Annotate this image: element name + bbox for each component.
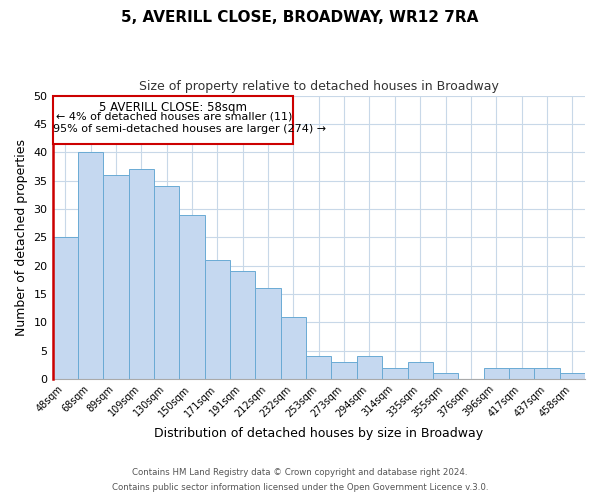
Bar xyxy=(128,169,154,379)
Text: 5, AVERILL CLOSE, BROADWAY, WR12 7RA: 5, AVERILL CLOSE, BROADWAY, WR12 7RA xyxy=(121,10,479,25)
Y-axis label: Number of detached properties: Number of detached properties xyxy=(15,138,28,336)
Text: 95% of semi-detached houses are larger (274) →: 95% of semi-detached houses are larger (… xyxy=(53,124,326,134)
Bar xyxy=(256,288,281,379)
Bar xyxy=(382,368,407,379)
Bar xyxy=(53,237,78,379)
Bar xyxy=(103,175,128,379)
Bar xyxy=(509,368,534,379)
Bar xyxy=(306,356,331,379)
Bar xyxy=(534,368,560,379)
Bar xyxy=(205,260,230,379)
Bar xyxy=(281,316,306,379)
Bar xyxy=(484,368,509,379)
Bar xyxy=(433,373,458,379)
Bar xyxy=(179,214,205,379)
Bar xyxy=(78,152,103,379)
Bar xyxy=(331,362,357,379)
Text: Contains HM Land Registry data © Crown copyright and database right 2024.: Contains HM Land Registry data © Crown c… xyxy=(132,468,468,477)
Bar xyxy=(230,271,256,379)
Bar xyxy=(53,96,293,144)
Bar xyxy=(357,356,382,379)
X-axis label: Distribution of detached houses by size in Broadway: Distribution of detached houses by size … xyxy=(154,427,484,440)
Bar xyxy=(407,362,433,379)
Title: Size of property relative to detached houses in Broadway: Size of property relative to detached ho… xyxy=(139,80,499,93)
Text: ← 4% of detached houses are smaller (11): ← 4% of detached houses are smaller (11) xyxy=(56,112,293,122)
Text: 5 AVERILL CLOSE: 58sqm: 5 AVERILL CLOSE: 58sqm xyxy=(99,101,247,114)
Bar xyxy=(154,186,179,379)
Bar xyxy=(560,373,585,379)
Text: Contains public sector information licensed under the Open Government Licence v.: Contains public sector information licen… xyxy=(112,483,488,492)
